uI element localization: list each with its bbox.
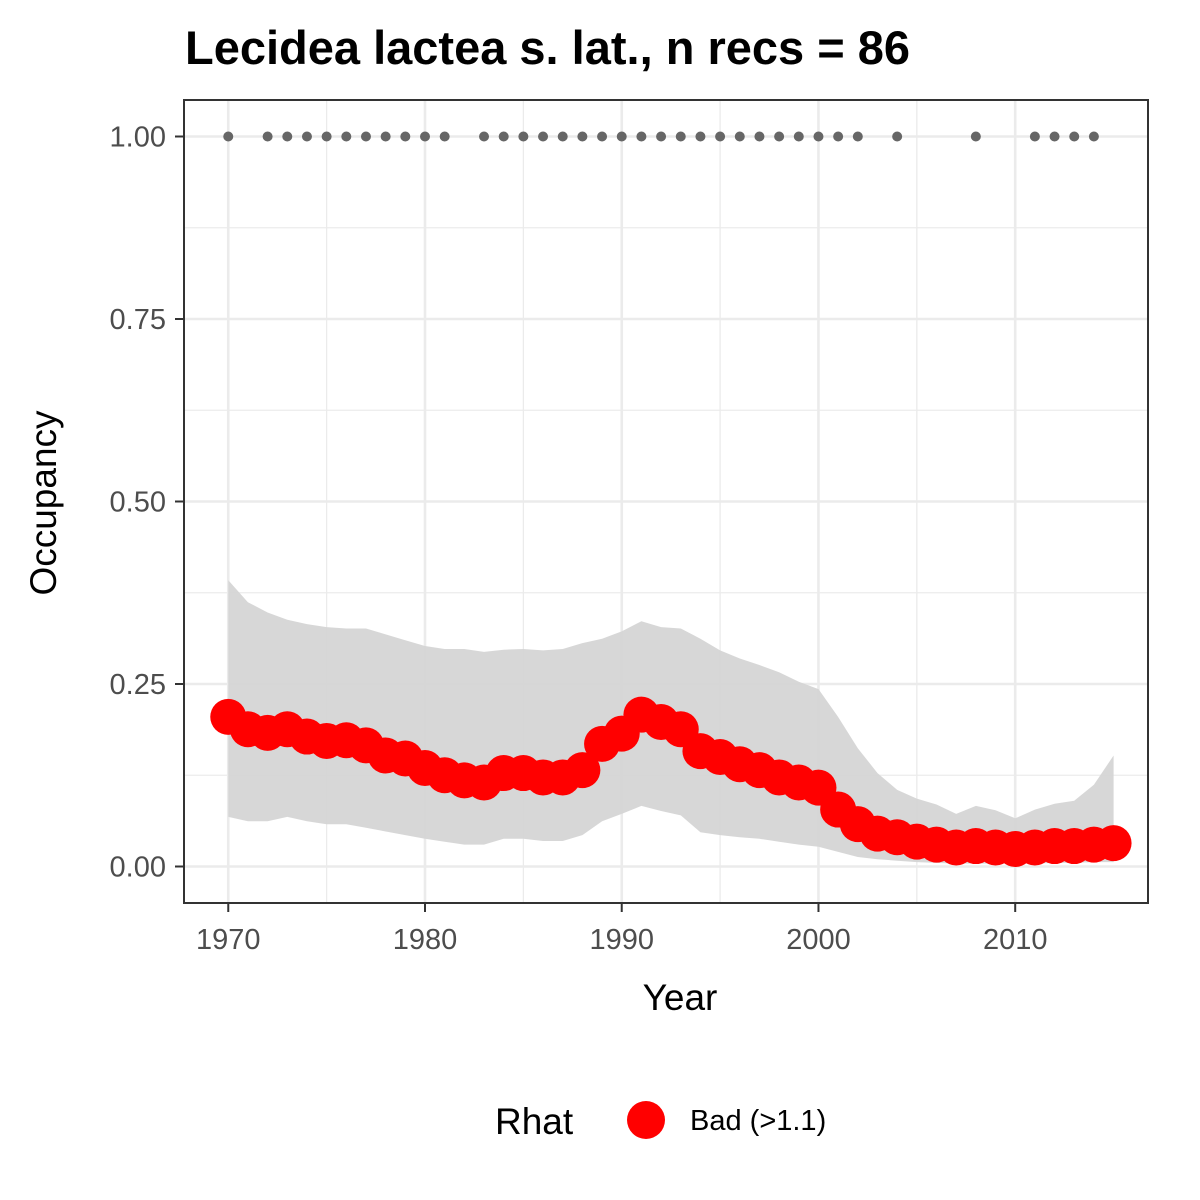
record-point (282, 131, 293, 142)
record-point (1049, 131, 1060, 142)
record-point (636, 131, 647, 142)
record-point (439, 131, 450, 142)
record-point (321, 131, 332, 142)
record-point (656, 131, 667, 142)
x-tick-label: 1980 (393, 924, 458, 956)
legend-key-bad-rhat (627, 1101, 665, 1139)
record-point (262, 131, 273, 142)
record-point (1088, 131, 1099, 142)
record-point (833, 131, 844, 142)
record-point (597, 131, 608, 142)
record-point (892, 131, 903, 142)
y-tick-label: 0.25 (110, 669, 166, 701)
legend-title: Rhat (495, 1101, 574, 1142)
x-tick-label: 2000 (786, 924, 851, 956)
y-tick-label: 0.00 (110, 852, 166, 884)
chart-title: Lecidea lactea s. lat., n recs = 86 (185, 21, 910, 74)
record-point (1069, 131, 1080, 142)
record-point (518, 131, 529, 142)
y-tick-label: 0.50 (110, 487, 166, 519)
record-point (774, 131, 785, 142)
record-point (223, 131, 234, 142)
record-point (813, 131, 824, 142)
x-axis: 1970 1980 1990 2000 2010 (196, 903, 1047, 956)
x-tick-label: 1990 (589, 924, 654, 956)
occupancy-point (564, 752, 601, 789)
record-point (498, 131, 509, 142)
legend: Rhat Bad (>1.1) (495, 1101, 826, 1142)
legend-label-bad-rhat: Bad (>1.1) (690, 1105, 826, 1137)
record-point (715, 131, 726, 142)
x-tick-label: 1970 (196, 924, 261, 956)
record-point (301, 131, 312, 142)
record-point (380, 131, 391, 142)
occupancy-series (210, 696, 1132, 867)
record-point (538, 131, 549, 142)
record-point (341, 131, 352, 142)
record-points (223, 131, 1099, 142)
record-point (754, 131, 765, 142)
record-point (479, 131, 490, 142)
y-axis-title: Occupancy (23, 410, 64, 596)
record-point (557, 131, 568, 142)
y-tick-label: 1.00 (110, 122, 166, 154)
x-axis-title: Year (643, 977, 718, 1018)
record-point (695, 131, 706, 142)
y-axis: 0.00 0.25 0.50 0.75 1.00 (110, 122, 184, 884)
record-point (852, 131, 863, 142)
record-point (734, 131, 745, 142)
record-point (970, 131, 981, 142)
record-point (400, 131, 411, 142)
record-point (793, 131, 804, 142)
x-tick-label: 2010 (983, 924, 1048, 956)
record-point (360, 131, 371, 142)
y-tick-label: 0.75 (110, 304, 166, 336)
record-point (616, 131, 627, 142)
record-point (420, 131, 430, 142)
occupancy-point (1095, 825, 1132, 862)
record-point (1029, 131, 1040, 142)
record-point (675, 131, 686, 142)
record-point (577, 131, 588, 142)
